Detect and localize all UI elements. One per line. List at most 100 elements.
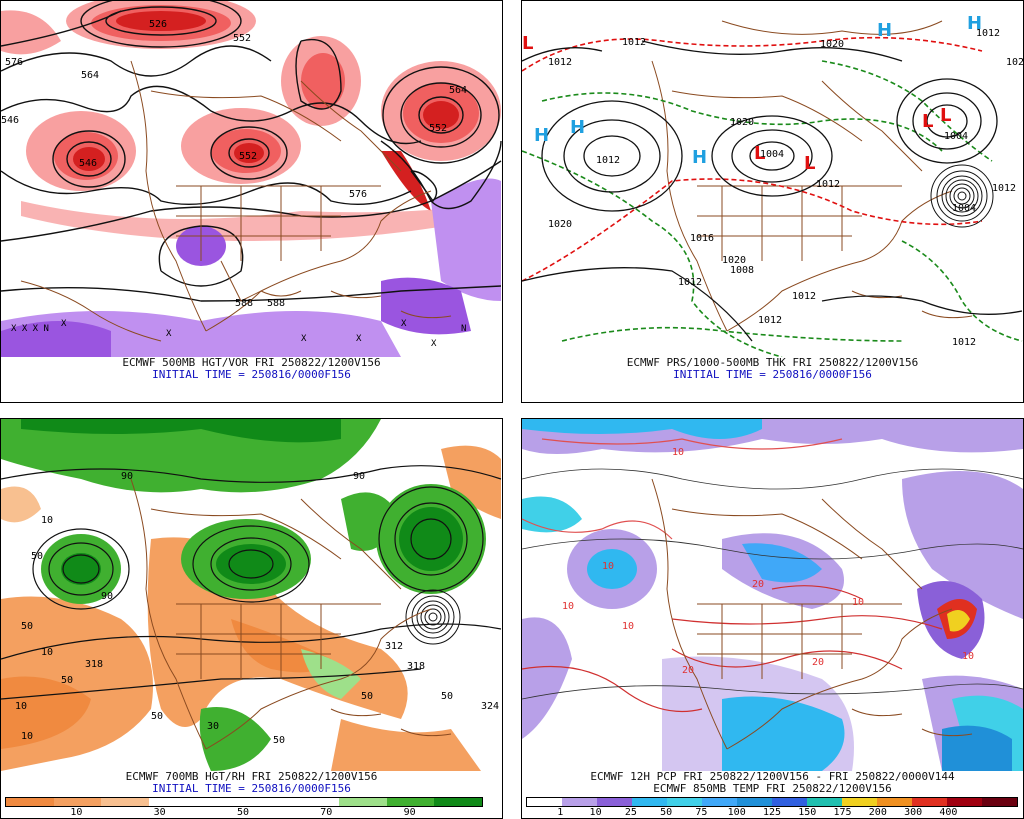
svg-text:X: X xyxy=(61,319,67,329)
contour-label: 552 xyxy=(429,123,447,134)
colorbar-segment xyxy=(912,798,947,806)
colorbar-label: 100 xyxy=(727,807,746,818)
colorbar-segment xyxy=(667,798,702,806)
svg-text:30: 30 xyxy=(207,721,219,732)
map-700mb: 10 50 90 50 10 318 312 50 10 50 90 324 5… xyxy=(1,419,502,771)
colorbar-segment xyxy=(53,798,102,806)
panel-500mb-hgt-vor: 526 552 564 576 546 552 552 564 576 588 … xyxy=(0,0,503,403)
svg-text:1012: 1012 xyxy=(758,315,782,326)
map-prs-thk: H H H H H L L L L L 1012 1012 1020 1012 … xyxy=(522,1,1023,357)
colorbar-segment xyxy=(562,798,597,806)
precip-colorbar-labels: 1 10 25 50 75 100 125 150 175 200 300 40… xyxy=(526,807,1016,818)
svg-text:X: X xyxy=(431,339,437,349)
contour-label-group: 526 552 564 576 546 552 552 564 576 588 … xyxy=(1,19,467,309)
colorbar-segment xyxy=(632,798,667,806)
colorbar-segment xyxy=(196,798,244,806)
colorbar-segment xyxy=(807,798,842,806)
contour-label: 552 xyxy=(239,151,257,162)
high-marker: H xyxy=(967,13,982,34)
colorbar-segment xyxy=(982,798,1017,806)
svg-text:50: 50 xyxy=(441,691,453,702)
svg-text:10: 10 xyxy=(41,647,53,658)
svg-text:1004: 1004 xyxy=(952,203,976,214)
caption-line-2: INITIAL TIME = 250816/0000F156 xyxy=(152,782,351,795)
colorbar-segment xyxy=(434,798,482,806)
height-contours xyxy=(1,465,502,700)
contour-label: 564 xyxy=(81,70,99,81)
contour-label: 576 xyxy=(5,57,23,68)
svg-text:20: 20 xyxy=(752,579,764,590)
caption-line-1: ECMWF 500MB HGT/VOR FRI 250822/1200V156 xyxy=(122,356,381,369)
svg-text:X: X xyxy=(301,334,307,344)
svg-text:X X X N: X X X N xyxy=(11,324,49,334)
temperature-contours xyxy=(522,438,943,712)
svg-text:1008: 1008 xyxy=(730,265,754,276)
contour-label: 564 xyxy=(449,85,467,96)
svg-text:50: 50 xyxy=(361,691,373,702)
colorbar-segment xyxy=(386,798,435,806)
precip-colorbar xyxy=(526,797,1018,807)
panel-12h-pcp-850mb-temp: 10 10 20 10 10 20 10 20 10 ECMWF 12H PCP… xyxy=(521,418,1024,819)
high-marker: H xyxy=(570,117,585,138)
svg-text:1020: 1020 xyxy=(548,219,572,230)
svg-text:90: 90 xyxy=(353,471,365,482)
contour-label: 588 xyxy=(235,298,253,309)
caption-line-2: INITIAL TIME = 250816/0000F156 xyxy=(673,368,872,381)
svg-text:1012: 1012 xyxy=(596,155,620,166)
svg-text:10: 10 xyxy=(562,601,574,612)
high-marker: H xyxy=(877,20,892,41)
map-500mb: 526 552 564 576 546 552 552 564 576 588 … xyxy=(1,1,502,357)
svg-text:1012: 1012 xyxy=(992,183,1016,194)
colorbar-segment xyxy=(877,798,912,806)
height-contours xyxy=(1,1,502,302)
colorbar-segment xyxy=(6,798,54,806)
svg-text:50: 50 xyxy=(31,551,43,562)
caption-line-1: ECMWF 12H PCP FRI 250822/1200V156 - FRI … xyxy=(590,770,955,783)
svg-text:10: 10 xyxy=(852,597,864,608)
svg-text:1016: 1016 xyxy=(690,233,714,244)
colorbar-segment xyxy=(101,798,149,806)
caption-line-2: INITIAL TIME = 250816/0000F156 xyxy=(152,368,351,381)
pressure-markers: H H H H H L L L L L xyxy=(522,13,982,174)
colorbar-label: 30 xyxy=(153,807,166,818)
low-marker: L xyxy=(754,143,765,164)
colorbar-label: 1 xyxy=(557,807,564,818)
svg-text:20: 20 xyxy=(682,665,694,676)
contour-label: 588 xyxy=(267,298,285,309)
svg-text:318: 318 xyxy=(407,661,425,672)
svg-text:X: X xyxy=(166,329,172,339)
map-pcp: 10 10 20 10 10 20 10 20 10 xyxy=(522,419,1023,771)
svg-text:1012: 1012 xyxy=(678,277,702,288)
rh-colorbar-labels: 10 30 50 70 90 xyxy=(5,807,481,818)
svg-text:50: 50 xyxy=(151,711,163,722)
svg-text:50: 50 xyxy=(61,675,73,686)
rh-colorbar xyxy=(5,797,483,807)
colorbar-label: 70 xyxy=(320,807,333,818)
colorbar-segment xyxy=(339,798,387,806)
contour-label: 552 xyxy=(233,33,251,44)
svg-text:10: 10 xyxy=(622,621,634,632)
colorbar-label: 10 xyxy=(589,807,602,818)
svg-text:10: 10 xyxy=(672,447,684,458)
isobar-contours xyxy=(522,40,1023,342)
colorbar-label: 50 xyxy=(660,807,673,818)
svg-text:10: 10 xyxy=(21,731,33,742)
svg-text:N: N xyxy=(461,324,466,334)
colorbar-label: 90 xyxy=(403,807,416,818)
svg-text:X: X xyxy=(356,334,362,344)
colorbar-segment xyxy=(597,798,632,806)
svg-text:50: 50 xyxy=(273,735,285,746)
contour-label: 546 xyxy=(79,158,97,169)
svg-text:50: 50 xyxy=(21,621,33,632)
colorbar-label: 75 xyxy=(695,807,708,818)
caption-line-1: ECMWF 700MB HGT/RH FRI 250822/1200V156 xyxy=(125,770,378,783)
colorbar-label: 400 xyxy=(939,807,958,818)
colorbar-segment xyxy=(527,798,562,806)
temperature-fine-contours xyxy=(522,468,1023,700)
colorbar-label: 10 xyxy=(70,807,83,818)
svg-text:1020: 1020 xyxy=(722,255,746,266)
svg-text:90: 90 xyxy=(101,591,113,602)
caption-line-1: ECMWF PRS/1000-500MB THK FRI 250822/1200… xyxy=(626,356,919,369)
x-markers: X X X N X X X X N X X xyxy=(11,319,466,349)
colorbar-segment xyxy=(148,798,197,806)
